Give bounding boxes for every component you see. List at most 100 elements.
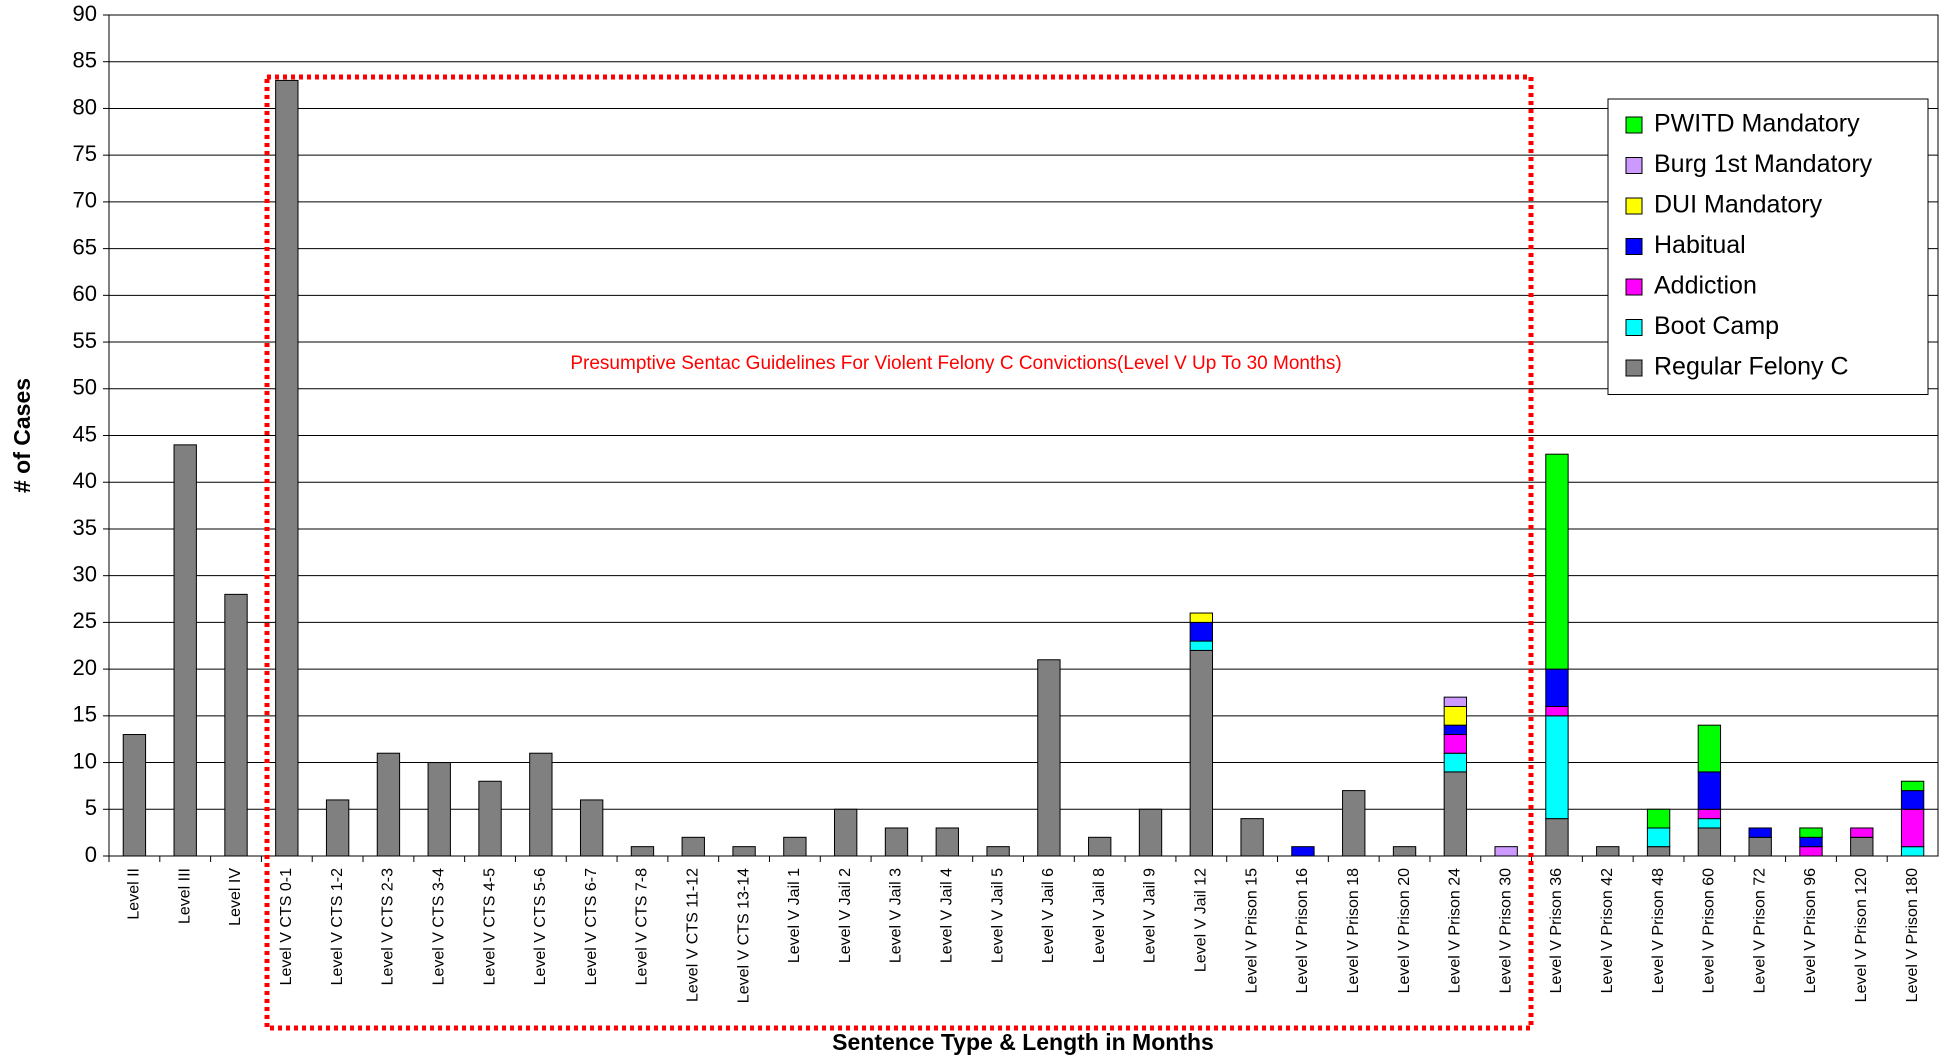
bar-segment: [1088, 836, 1112, 857]
bar-segment: [1900, 780, 1925, 792]
bar-segment: [1342, 790, 1366, 857]
y-tick-label: 90: [73, 1, 97, 26]
bar-segment: [275, 79, 299, 857]
legend-swatch: [1625, 197, 1643, 215]
legend-box: [1607, 98, 1929, 395]
guideline-box: [264, 74, 1534, 1031]
x-tick-label: Level V Prison 15: [1243, 868, 1260, 994]
x-tick-label: Level V Prison 18: [1345, 868, 1362, 994]
bar-segment: [1291, 846, 1315, 857]
bar-segment: [1189, 612, 1213, 623]
bar-segment: [1850, 827, 1874, 838]
x-tick-label: Level V CTS 0-1: [278, 868, 295, 985]
bar-segment: [1443, 734, 1468, 754]
bar-segment: [1900, 790, 1925, 810]
bar-segment: [1138, 808, 1163, 857]
bar-segment: [1697, 818, 1722, 829]
bar-segment: [1900, 846, 1925, 857]
y-tick-label: 5: [85, 795, 97, 820]
bar-segment: [1189, 649, 1213, 857]
bar-segment: [1189, 621, 1213, 642]
bar-segment: [1646, 846, 1671, 857]
legend-swatch: [1625, 157, 1643, 174]
bar-segment: [579, 799, 604, 857]
y-tick-label: 65: [73, 234, 97, 259]
x-tick-label: Level V Prison 120: [1853, 868, 1870, 1002]
bar-segment: [122, 734, 147, 857]
bar-segment: [1545, 705, 1569, 717]
bar-segment: [1037, 659, 1061, 857]
y-tick-label: 15: [73, 702, 97, 727]
bar-segment: [1392, 846, 1417, 857]
bar-segment: [1545, 668, 1569, 707]
x-tick-label: Level V Jail 9: [1142, 868, 1159, 963]
bar-segment: [1189, 640, 1213, 651]
legend-label: DUI Mandatory: [1654, 191, 1823, 219]
bar-segment: [1443, 724, 1468, 736]
bar-segment: [1443, 696, 1468, 707]
legend-label: PWITD Mandatory: [1654, 110, 1860, 138]
bar-segment: [1545, 453, 1569, 670]
bar-segment: [1799, 836, 1823, 848]
y-tick-label: 85: [73, 48, 97, 73]
legend-label: Boot Camp: [1654, 312, 1779, 340]
y-tick-label: 75: [73, 141, 97, 166]
x-tick-label: Level V Jail 12: [1193, 868, 1210, 972]
x-tick-label: Level V Prison 96: [1802, 868, 1819, 994]
x-tick-label: Level V Prison 42: [1599, 868, 1616, 994]
bar-segment: [1443, 705, 1468, 726]
legend-swatch: [1625, 278, 1643, 296]
bar-segment: [1697, 808, 1722, 820]
y-axis-label: # of Cases: [9, 378, 35, 493]
bar-segment: [1799, 827, 1823, 838]
bar-segment: [1697, 724, 1722, 773]
x-tick-label: Level II: [126, 868, 143, 920]
bar-segment: [173, 444, 197, 857]
x-tick-label: Level V CTS 5-6: [532, 868, 549, 985]
bar-segment: [1748, 827, 1772, 838]
x-tick-label: Level V Jail 3: [888, 868, 905, 963]
y-tick-label: 55: [73, 328, 97, 353]
y-tick-label: 60: [73, 281, 97, 306]
bar-segment: [1799, 846, 1823, 857]
legend-swatch: [1625, 319, 1643, 336]
legend-swatch: [1625, 238, 1643, 255]
bar-segment: [1545, 818, 1569, 857]
bar-segment: [1646, 808, 1671, 829]
x-tick-label: Level V Jail 1: [786, 868, 803, 963]
y-tick-label: 35: [73, 515, 97, 540]
bar-segment: [681, 836, 705, 857]
y-tick-label: 20: [73, 655, 97, 680]
bar-segment: [478, 780, 502, 857]
x-tick-label: Level V CTS 11-12: [684, 868, 701, 1002]
x-tick-label: Level V CTS 6-7: [583, 868, 600, 985]
x-tick-label: Level V Jail 5: [989, 868, 1006, 963]
bar-segment: [529, 752, 553, 857]
bar-segment: [1443, 771, 1468, 857]
bar-segment: [1545, 715, 1569, 820]
bar-segment: [427, 762, 451, 857]
x-axis-label: Sentence Type & Length in Months: [832, 1029, 1214, 1055]
legend-label: Burg 1st Mandatory: [1654, 150, 1873, 178]
x-tick-label: Level V Jail 8: [1091, 868, 1108, 963]
bar-segment: [630, 846, 655, 857]
bar-segment: [224, 593, 248, 857]
x-tick-label: Level V CTS 2-3: [380, 868, 397, 985]
x-tick-label: Level V Jail 6: [1040, 868, 1057, 963]
y-tick-label: 80: [73, 94, 97, 119]
x-tick-label: Level V Prison 24: [1447, 868, 1464, 994]
bar-segment: [1697, 771, 1722, 810]
annotation: Presumptive Sentac Guidelines For Violen…: [570, 353, 1341, 374]
x-tick-label: Level V Prison 36: [1548, 868, 1565, 994]
bar-segment: [884, 827, 909, 857]
x-tick-label: Level V CTS 13-14: [735, 868, 752, 1003]
y-tick-label: 25: [73, 608, 97, 633]
y-tick-label: 40: [73, 468, 97, 493]
x-tick-label: Level V Jail 4: [939, 868, 956, 963]
legend-label: Addiction: [1654, 272, 1757, 300]
legend-swatch: [1625, 359, 1643, 377]
y-tick-label: 0: [85, 842, 97, 867]
bar-segment: [1697, 827, 1722, 857]
x-tick-label: Level IV: [227, 868, 244, 926]
